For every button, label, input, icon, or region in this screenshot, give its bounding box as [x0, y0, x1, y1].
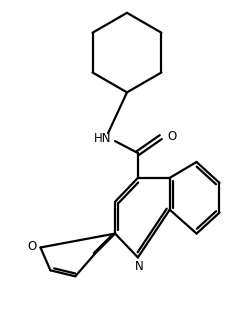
Text: O: O: [167, 130, 176, 143]
Text: HN: HN: [94, 132, 112, 145]
Text: N: N: [134, 260, 143, 273]
Text: O: O: [27, 240, 36, 253]
